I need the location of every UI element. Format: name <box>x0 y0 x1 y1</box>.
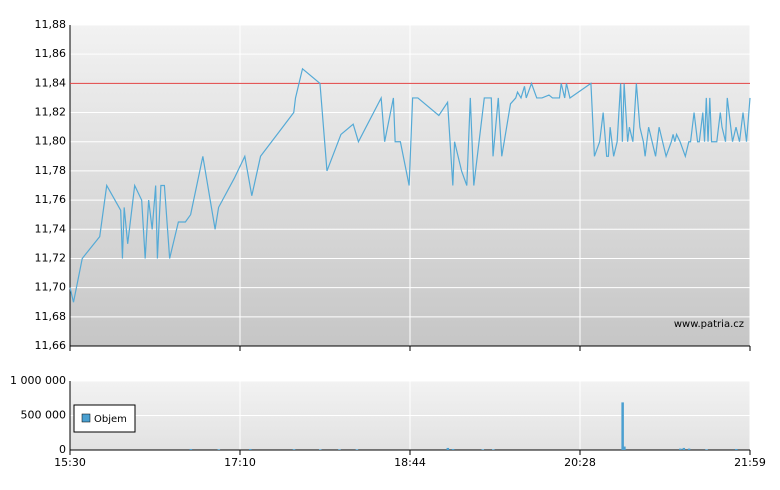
y-tick-label: 11,72 <box>35 251 67 264</box>
volume-bar <box>623 446 626 450</box>
volume-bar <box>446 447 450 450</box>
y-tick-label: 11,76 <box>35 193 67 206</box>
y-tick-label: 11,78 <box>35 164 67 177</box>
y-tick-label: 11,84 <box>35 76 67 89</box>
volume-bar <box>621 402 624 450</box>
y-tick-label: 11,86 <box>35 47 67 60</box>
y-tick-label: 11,88 <box>35 18 67 31</box>
legend-label: Objem <box>94 414 127 425</box>
volume-bar <box>189 448 193 450</box>
volume-bar <box>451 448 455 450</box>
y-tick-label: 1 000 000 <box>10 374 66 387</box>
x-tick-label: 17:10 <box>224 456 256 469</box>
volume-bar <box>481 449 485 450</box>
x-tick-label: 15:30 <box>54 456 86 469</box>
volume-bar <box>318 449 322 450</box>
volume-bar <box>492 449 495 450</box>
legend: Objem <box>73 404 136 433</box>
volume-bar <box>735 448 738 450</box>
x-tick-label: 20:28 <box>564 456 596 469</box>
volume-bar <box>682 447 686 450</box>
y-tick-label: 500 000 <box>21 409 67 422</box>
y-tick-label: 11,74 <box>35 222 67 235</box>
x-tick-label: 21:59 <box>734 456 766 469</box>
volume-bar <box>705 449 708 450</box>
volume-bar <box>217 449 221 450</box>
volume-bar <box>249 448 252 450</box>
y-tick-label: 0 <box>59 443 66 456</box>
y-tick-label: 11,82 <box>35 106 67 119</box>
volume-bar <box>292 449 296 450</box>
volume-bar <box>355 449 359 450</box>
watermark: www.patria.cz <box>674 319 744 330</box>
legend-swatch <box>81 413 91 423</box>
price-line <box>69 67 751 303</box>
y-tick-label: 11,68 <box>35 310 67 323</box>
volume-bar <box>338 449 341 450</box>
y-tick-label: 11,70 <box>35 281 67 294</box>
volume-bar <box>687 448 691 450</box>
y-tick-label: 11,66 <box>35 339 67 352</box>
x-tick-label: 18:44 <box>394 456 426 469</box>
volume-bar <box>679 448 682 450</box>
y-tick-label: 11,80 <box>35 135 67 148</box>
